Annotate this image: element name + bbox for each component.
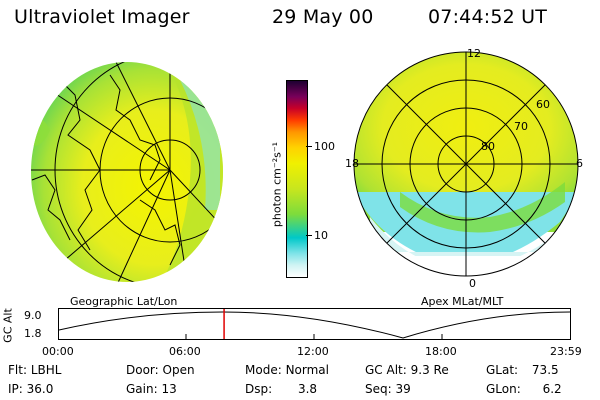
timeline-ytick-1.8: 1.8	[24, 327, 42, 340]
door-field: Door: Open	[126, 363, 195, 377]
mode-field: Mode: Normal	[245, 363, 329, 377]
time-label: 07:44:52 UT	[428, 6, 548, 28]
glon-field: GLon: 6.2	[486, 382, 562, 396]
glon-value: 6.2	[542, 382, 562, 396]
mlt-label-18: 18	[345, 157, 359, 170]
door-label: Door:	[126, 363, 159, 377]
colorbar	[286, 80, 308, 278]
colorbar-tick-100: 100	[314, 140, 335, 153]
mode-label: Mode:	[245, 363, 282, 377]
timeline-xtick-0000: 00:00	[42, 345, 74, 358]
flt-label: Flt:	[8, 363, 27, 377]
mlat-label-70: 70	[514, 120, 528, 133]
gcalt-label: GC Alt:	[365, 363, 407, 377]
date-label: 29 May 00	[272, 6, 374, 28]
seq-field: Seq: 39	[365, 382, 411, 396]
polar-caption: Apex MLat/MLT	[421, 295, 504, 308]
ip-label: IP:	[8, 382, 23, 396]
mlt-label-12: 12	[467, 47, 481, 60]
dsp-field: Dsp: 3.8	[245, 382, 317, 396]
colorbar-tick-10: 10	[314, 229, 328, 242]
gain-field: Gain: 13	[126, 382, 177, 396]
glon-label: GLon:	[486, 382, 521, 396]
colorbar-tick-mark	[306, 235, 312, 236]
mlat-label-80: 80	[481, 140, 495, 153]
glat-field: GLat: 73.5	[486, 363, 559, 377]
ip-field: IP: 36.0	[8, 382, 53, 396]
colorbar-unit-label: photon cm⁻²s⁻¹	[270, 141, 284, 228]
timeline-xtick-1800: 18:00	[425, 345, 457, 358]
gain-label: Gain:	[126, 382, 158, 396]
ip-value: 36.0	[26, 382, 54, 396]
timeline-ytick-9: 9.0	[24, 309, 42, 322]
glat-value: 73.5	[531, 363, 559, 377]
door-value: Open	[162, 363, 195, 377]
geographic-caption: Geographic Lat/Lon	[70, 295, 178, 308]
mlt-label-6: 6	[576, 157, 583, 170]
mlt-label-0: 0	[469, 277, 476, 290]
mode-value: Normal	[285, 363, 329, 377]
seq-label: Seq:	[365, 382, 392, 396]
timeline-xtick-1200: 12:00	[297, 345, 329, 358]
gcalt-value: 9.3 Re	[410, 363, 449, 377]
dsp-value: 3.8	[297, 382, 318, 396]
glat-label: GLat:	[486, 363, 519, 377]
seq-value: 39	[395, 382, 411, 396]
geographic-image	[31, 62, 223, 282]
instrument-title: Ultraviolet Imager	[14, 6, 190, 28]
mlat-label-60: 60	[536, 98, 550, 111]
gcalt-field: GC Alt: 9.3 Re	[365, 363, 449, 377]
polar-image	[353, 51, 579, 277]
flt-field: Flt: LBHL	[8, 363, 61, 377]
colorbar-tick-mark	[306, 146, 312, 147]
flt-value: LBHL	[30, 363, 62, 377]
timeline-xtick-0600: 06:00	[169, 345, 201, 358]
altitude-timeline	[58, 308, 571, 340]
gain-value: 13	[161, 382, 177, 396]
timeline-xtick-2359: 23:59	[550, 345, 582, 358]
timeline-ylabel: GC Alt	[1, 308, 15, 343]
dsp-label: Dsp:	[245, 382, 273, 396]
